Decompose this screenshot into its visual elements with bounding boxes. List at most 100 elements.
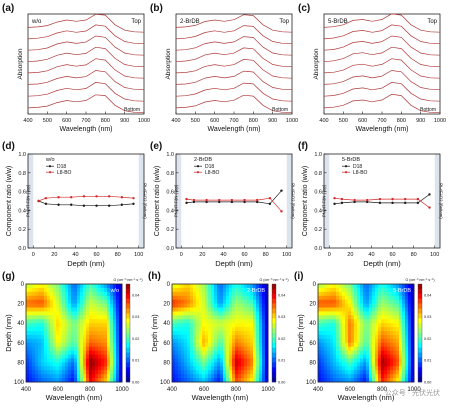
heatmap-cell [178, 315, 182, 320]
heatmap-cell [65, 370, 69, 375]
heatmap-cell [104, 378, 108, 383]
heatmap-cell [238, 327, 242, 332]
heatmap-cell [342, 311, 346, 316]
x-axis-label: Wavelength (nm) [59, 126, 112, 133]
heatmap-cell [47, 327, 51, 332]
heatmap-cell [318, 299, 322, 304]
heatmap-cell [378, 327, 382, 332]
heatmap-cell [232, 319, 236, 324]
data-point-L8-BO [268, 196, 272, 200]
heatmap-cell [119, 374, 123, 379]
panel-letter: (f) [298, 141, 308, 152]
heatmap-cell [354, 323, 358, 328]
heatmap-cell [411, 319, 415, 324]
heatmap-cell [68, 323, 72, 328]
heatmap-cell [372, 342, 376, 348]
heatmap-cell [256, 350, 260, 355]
heatmap-cell [321, 354, 325, 359]
heatmap-cell [56, 342, 60, 348]
heatmap-cell [333, 346, 337, 352]
heatmap-cell [226, 307, 230, 312]
heatmap-cell [113, 334, 117, 340]
heatmap-cell [405, 327, 409, 332]
heatmap-cell [107, 370, 111, 375]
data-point-D18 [95, 204, 98, 207]
heatmap-cell [226, 315, 230, 320]
heatmap-cell [62, 299, 66, 304]
spectrum-line-5 [27, 70, 145, 91]
colorbar-tick-label: 0.02 [424, 337, 431, 341]
y-tick-label: 0.4 [18, 208, 26, 214]
heatmap-cell [56, 358, 60, 363]
heatmap-cell [238, 299, 242, 304]
heatmap-cell [35, 299, 39, 304]
heatmap-cell [244, 342, 248, 348]
heatmap-cell [330, 378, 334, 383]
heatmap-cell [199, 299, 203, 304]
heatmap-cell [41, 350, 45, 355]
heatmap-cell [205, 362, 209, 367]
heatmap-cell [393, 378, 397, 383]
heatmap-cell [259, 358, 263, 363]
heatmap-cell [107, 350, 111, 355]
heatmap-cell [62, 358, 66, 363]
heatmap-cell [190, 307, 194, 312]
heatmap-cell [50, 378, 54, 383]
heatmap-cell [38, 374, 42, 379]
y-tick-label: 20 [309, 302, 316, 308]
heatmap-cell [259, 346, 263, 352]
heatmap-cell [86, 362, 90, 367]
heatmap-cell [89, 350, 93, 355]
heatmap-cell [345, 354, 349, 359]
heatmap-cell [101, 319, 105, 324]
heatmap-cell [321, 334, 325, 340]
heatmap-cell [327, 334, 331, 340]
heatmap-cell [327, 287, 331, 293]
heatmap-cell [77, 331, 81, 336]
heatmap-cell [351, 307, 355, 312]
heatmap-cell [220, 366, 224, 371]
heatmap-cell [265, 287, 269, 293]
spectrum-line-7 [27, 94, 145, 114]
heatmap-cell [208, 307, 212, 312]
heatmap-cell [259, 315, 263, 320]
colorbar-tick-label: 0.01 [132, 359, 139, 363]
heatmap-cell [217, 374, 221, 379]
heatmap-cell [44, 303, 48, 308]
heatmap-cell [390, 307, 394, 312]
heatmap-cell [35, 295, 39, 301]
heatmap-cell [387, 284, 391, 289]
heatmap-cell [53, 311, 57, 316]
heatmap-cell [217, 354, 221, 359]
heatmap-cell [396, 327, 400, 332]
colorbar-segment [126, 313, 130, 319]
heatmap-cell [68, 370, 72, 375]
heatmap-cell [265, 350, 269, 355]
heatmap-cell [178, 319, 182, 324]
heatmap-cell [357, 362, 361, 367]
heatmap-cell [113, 299, 117, 304]
heatmap-cell [208, 303, 212, 308]
heatmap-cell [336, 295, 340, 301]
heatmap-cell [175, 342, 179, 348]
heatmap-cell [172, 323, 176, 328]
heatmap-cell [80, 319, 84, 324]
heatmap-cell [187, 338, 191, 344]
heatmap-cell [193, 311, 197, 316]
spectrum-line-4 [323, 58, 441, 79]
heatmap-cell [393, 362, 397, 367]
heatmap-cell [262, 350, 266, 355]
heatmap-cell [196, 362, 200, 367]
heatmap-cell [35, 315, 39, 320]
heatmap-cell [80, 370, 84, 375]
heatmap-cell [172, 331, 176, 336]
heatmap-cell [262, 358, 266, 363]
heatmap-cell [235, 295, 239, 301]
heatmap-cell [223, 354, 227, 359]
heatmap-cell [50, 334, 54, 340]
heatmap-cell [339, 370, 343, 375]
heatmap-cell [336, 346, 340, 352]
heatmap-cell [41, 331, 45, 336]
heatmap-cell [339, 291, 343, 297]
heatmap-cell [339, 287, 343, 293]
